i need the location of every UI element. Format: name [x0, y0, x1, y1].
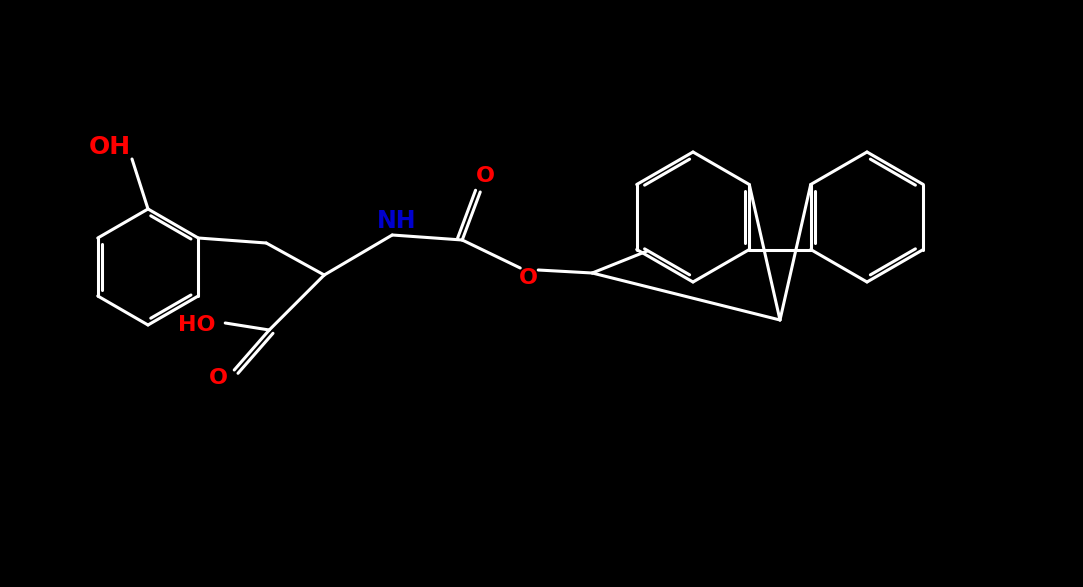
Text: HO: HO	[179, 315, 216, 335]
Text: O: O	[209, 368, 227, 388]
Text: O: O	[519, 268, 538, 288]
Text: OH: OH	[89, 135, 131, 159]
Text: O: O	[475, 166, 495, 186]
Text: NH: NH	[377, 209, 416, 233]
